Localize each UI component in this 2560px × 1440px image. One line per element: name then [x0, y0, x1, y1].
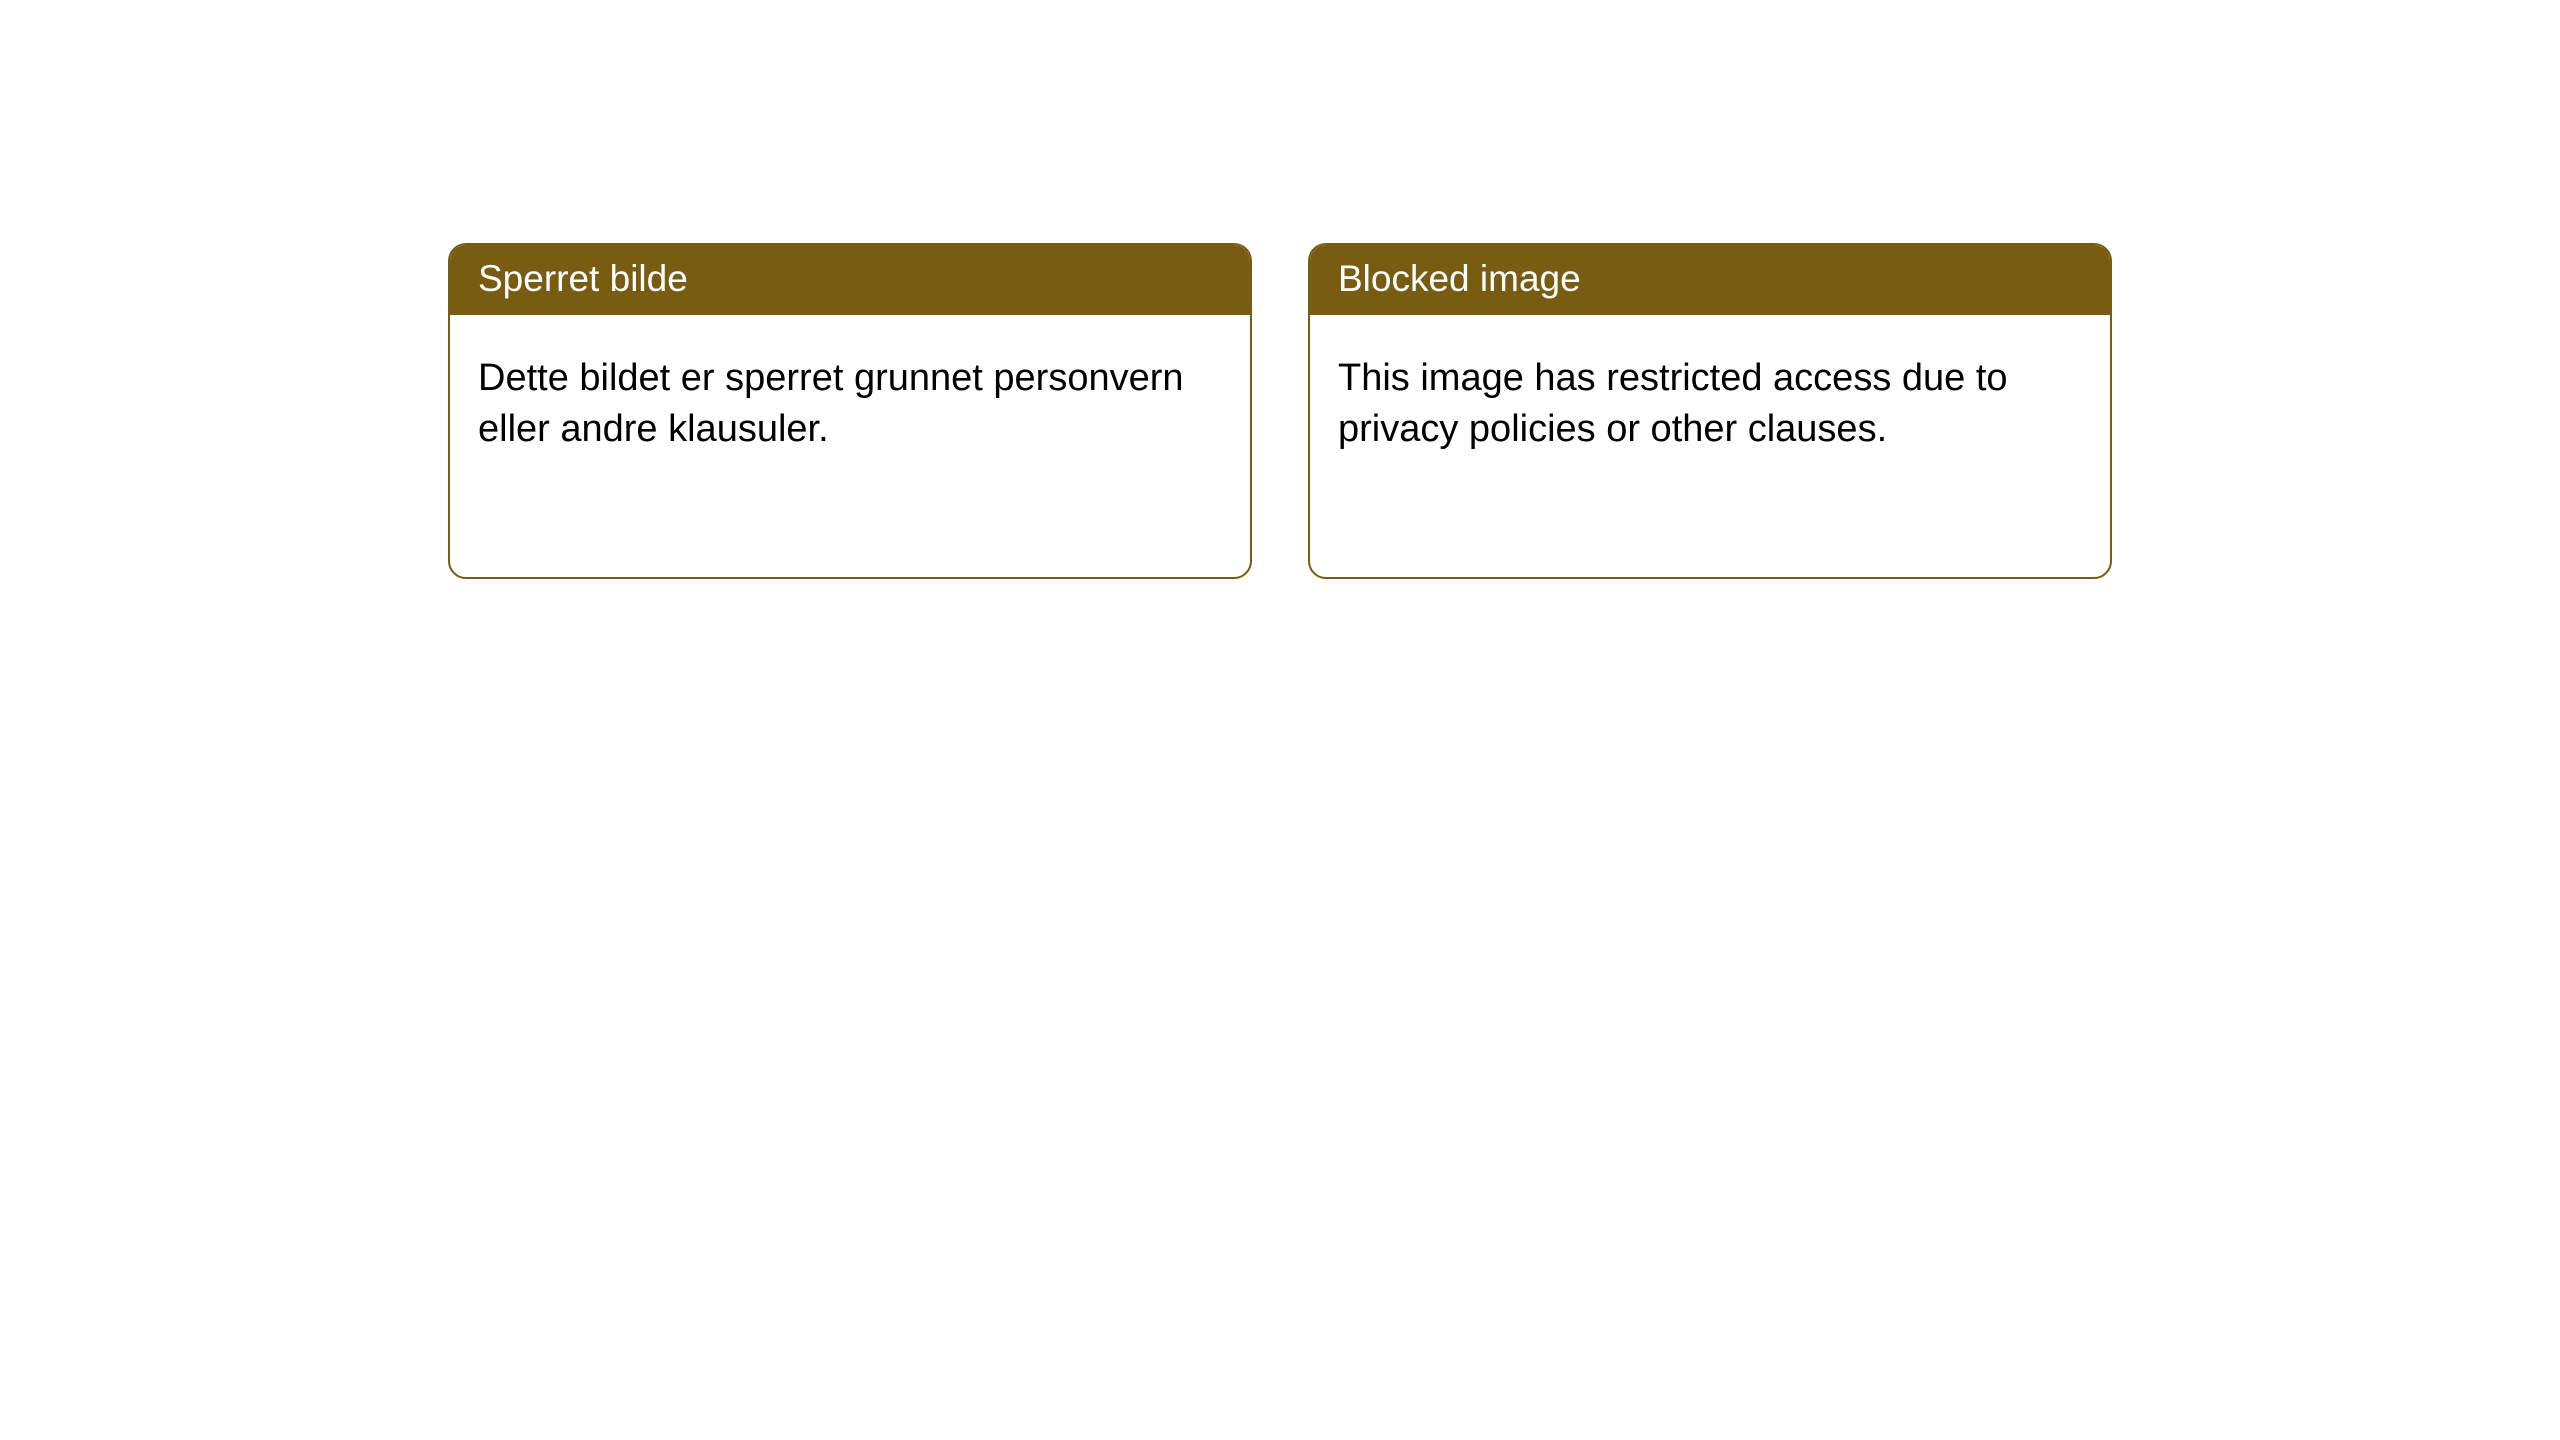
- notice-body: Dette bildet er sperret grunnet personve…: [450, 315, 1250, 484]
- notice-container: Sperret bilde Dette bildet er sperret gr…: [0, 0, 2560, 579]
- notice-header: Sperret bilde: [450, 245, 1250, 315]
- notice-body: This image has restricted access due to …: [1310, 315, 2110, 484]
- notice-header: Blocked image: [1310, 245, 2110, 315]
- notice-card-english: Blocked image This image has restricted …: [1308, 243, 2112, 579]
- notice-card-norwegian: Sperret bilde Dette bildet er sperret gr…: [448, 243, 1252, 579]
